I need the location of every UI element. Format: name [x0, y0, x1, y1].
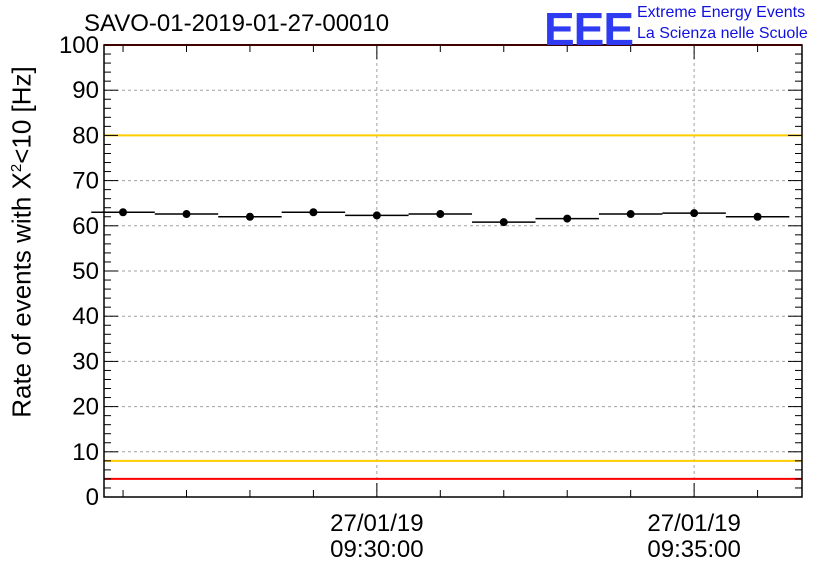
- chart-title: SAVO-01-2019-01-27-00010: [84, 10, 390, 37]
- y-tick-label: 100: [59, 32, 99, 59]
- data-point: [563, 214, 572, 223]
- data-point: [182, 210, 191, 219]
- x-tick-label-date: 27/01/19: [330, 510, 423, 537]
- data-point: [436, 210, 445, 219]
- data-point: [309, 208, 318, 217]
- data-point: [626, 210, 635, 219]
- y-tick-label: 50: [72, 258, 99, 285]
- data-point: [499, 218, 508, 227]
- x-tick-label-time: 09:30:00: [330, 536, 423, 563]
- y-tick-label: 90: [72, 77, 99, 104]
- data-point: [245, 212, 254, 221]
- y-tick-label: 80: [72, 122, 99, 149]
- y-tick-label: 60: [72, 213, 99, 240]
- y-tick-label: 10: [72, 439, 99, 466]
- brand-line-2: La Scienza nelle Scuole: [637, 25, 808, 42]
- data-point: [119, 208, 128, 217]
- x-tick-label-date: 27/01/19: [647, 510, 740, 537]
- data-point: [690, 209, 699, 218]
- eee-logo: EEE: [544, 3, 634, 55]
- y-axis-label: Rate of events with X2<10 [Hz]: [6, 66, 37, 418]
- y-tick-label: 70: [72, 168, 99, 195]
- y-tick-label: 40: [72, 303, 99, 330]
- brand-line-1: Extreme Energy Events: [637, 4, 806, 21]
- data-point: [753, 212, 762, 221]
- y-tick-label: 30: [72, 348, 99, 375]
- x-tick-label-time: 09:35:00: [647, 536, 740, 563]
- y-tick-label: 20: [72, 394, 99, 421]
- y-tick-label: 0: [86, 484, 99, 511]
- data-point: [372, 211, 381, 220]
